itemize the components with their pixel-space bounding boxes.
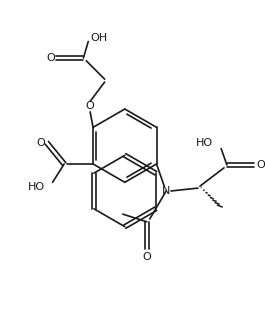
Text: HO: HO <box>28 182 45 192</box>
Text: O: O <box>256 160 265 170</box>
Text: OH: OH <box>90 33 107 43</box>
Text: HO: HO <box>196 138 213 148</box>
Text: O: O <box>86 101 95 111</box>
Text: O: O <box>37 138 45 148</box>
Text: O: O <box>46 53 55 63</box>
Text: O: O <box>143 251 151 262</box>
Text: N: N <box>162 186 170 196</box>
